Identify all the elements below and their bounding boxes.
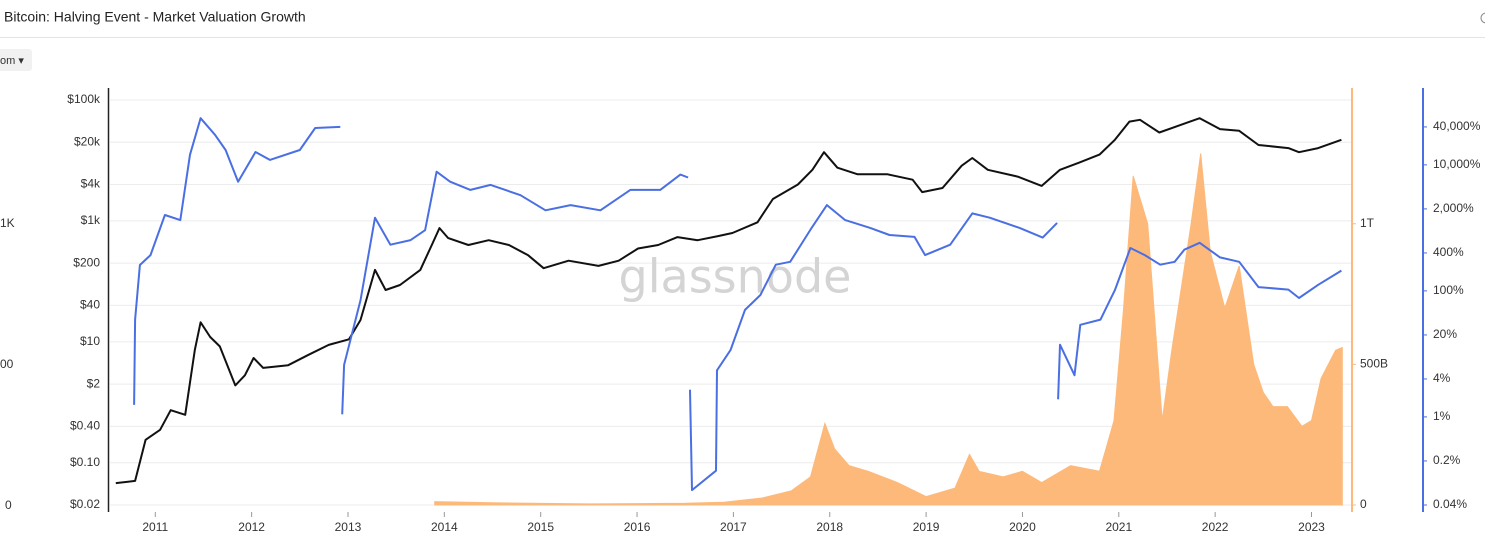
series-line <box>133 117 1342 492</box>
y-tick-label: $4k <box>81 177 101 191</box>
y3-tick-label: 0.04% <box>1433 497 1467 511</box>
y2-tick-label: 1T <box>1360 216 1375 230</box>
y-tick-label: $0.02 <box>70 497 100 511</box>
x-tick-label: 2013 <box>335 520 362 534</box>
x-tick-label: 2020 <box>1009 520 1036 534</box>
offscreen-axis-label: 00 <box>0 357 14 371</box>
x-tick-label: 2022 <box>1202 520 1229 534</box>
x-tick-label: 2023 <box>1298 520 1325 534</box>
x-tick-label: 2021 <box>1105 520 1132 534</box>
y3-tick-label: 10,000% <box>1433 157 1481 171</box>
x-tick-label: 2016 <box>624 520 651 534</box>
volume-area <box>434 153 1343 506</box>
info-icon[interactable] <box>1480 12 1485 24</box>
y-tick-label: $20k <box>74 134 101 148</box>
x-tick-label: 2018 <box>816 520 843 534</box>
y3-tick-label: 40,000% <box>1433 119 1481 133</box>
y-tick-label: $100k <box>67 92 101 106</box>
y-tick-label: $1k <box>81 213 101 227</box>
y3-tick-label: 2,000% <box>1433 201 1474 215</box>
zoom-button[interactable] <box>0 49 32 71</box>
series-line <box>115 117 1342 485</box>
y-tick-label: $40 <box>80 298 100 312</box>
y-tick-label: $0.10 <box>70 455 100 469</box>
x-tick-label: 2011 <box>142 520 168 534</box>
y-tick-label: $10 <box>80 334 100 348</box>
zoom-button-label[interactable]: om ▾ <box>0 55 24 67</box>
y-tick-label: $200 <box>73 255 100 269</box>
watermark: glassnode <box>619 250 852 304</box>
y3-tick-label: 0.2% <box>1433 453 1461 467</box>
offscreen-axis-label: 0 <box>5 498 12 512</box>
x-tick-label: 2019 <box>913 520 940 534</box>
x-tick-label: 2014 <box>431 520 458 534</box>
y3-tick-label: 400% <box>1433 245 1464 259</box>
chart-title: Bitcoin: Halving Event - Market Valuatio… <box>4 9 306 25</box>
y-tick-label: $2 <box>87 376 101 390</box>
x-tick-label: 2017 <box>720 520 747 534</box>
x-tick-label: 2012 <box>238 520 265 534</box>
offscreen-axis-label: 1K <box>0 216 15 230</box>
y3-tick-label: 1% <box>1433 409 1451 423</box>
y3-tick-label: 4% <box>1433 371 1451 385</box>
y3-tick-label: 100% <box>1433 283 1464 297</box>
x-tick-label: 2015 <box>527 520 554 534</box>
y3-tick-label: 20% <box>1433 327 1457 341</box>
y-tick-label: $0.40 <box>70 419 100 433</box>
y2-tick-label: 500B <box>1360 357 1388 371</box>
y2-tick-label: 0 <box>1360 497 1367 511</box>
